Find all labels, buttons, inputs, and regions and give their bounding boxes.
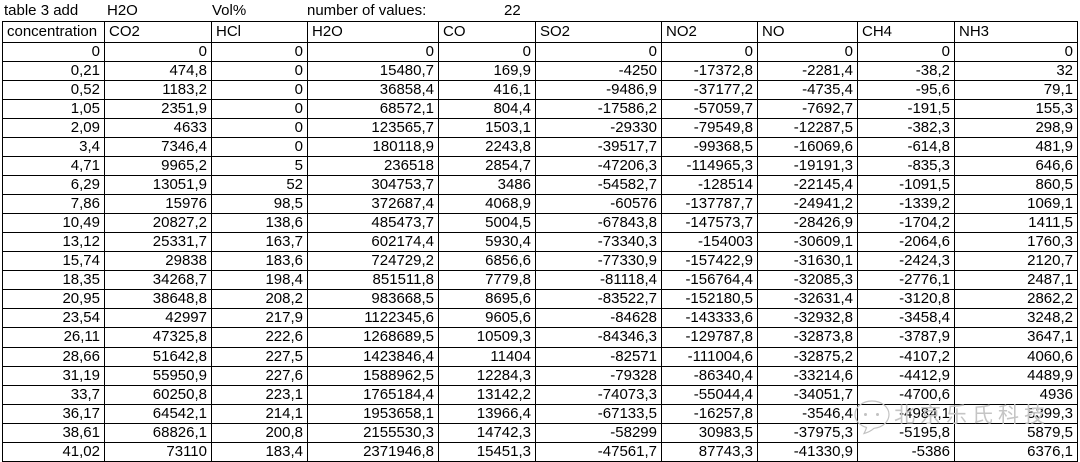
svg-text:北京乐氏科技: 北京乐氏科技 [894,404,1050,427]
